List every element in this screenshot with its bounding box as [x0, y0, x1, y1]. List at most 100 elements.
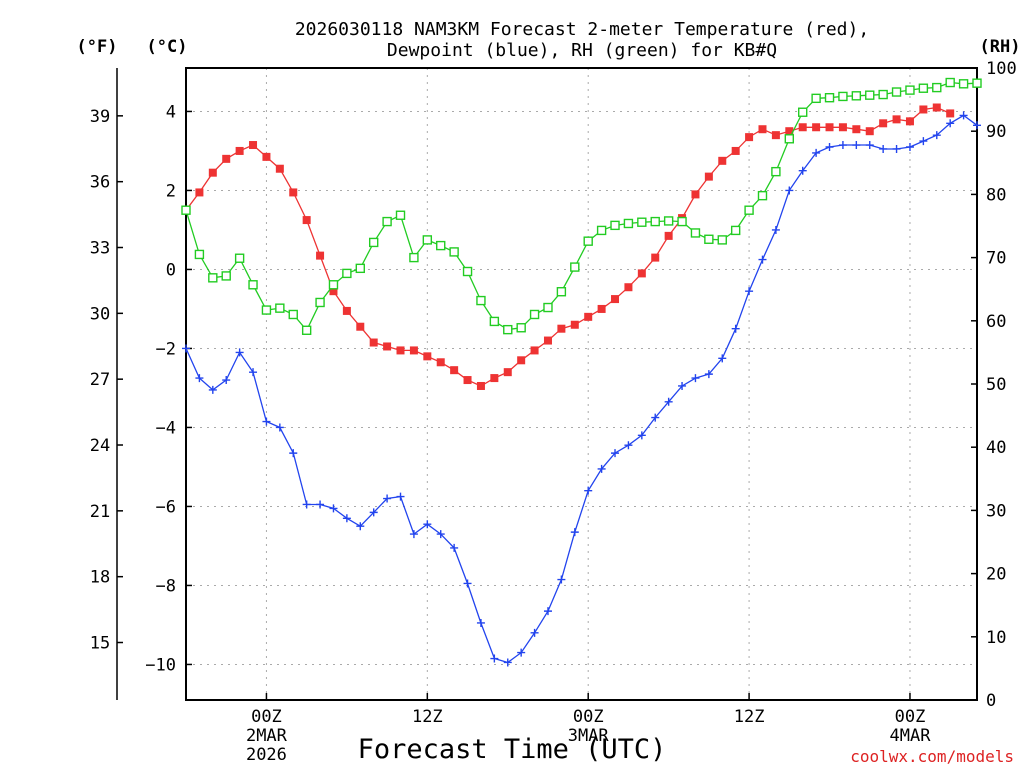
rh-point	[878, 89, 888, 100]
fahrenheit-tick-label: 33	[90, 239, 110, 259]
temperature-point	[222, 154, 231, 163]
axes	[116, 67, 978, 701]
dewpoint-point	[838, 141, 847, 150]
dewpoint-series	[182, 111, 981, 667]
rh-point	[905, 85, 915, 95]
rh-point	[704, 234, 714, 244]
rh-point	[958, 79, 969, 89]
dewpoint-point	[959, 111, 968, 120]
dewpoint-point	[195, 374, 204, 383]
dewpoint-point	[892, 144, 901, 153]
rh-tick-label: 60	[986, 312, 1006, 332]
rh-point	[945, 77, 955, 88]
temperature-point	[383, 342, 392, 351]
dewpoint-point	[316, 500, 325, 509]
temperature-point	[838, 123, 847, 132]
temperature-point	[798, 123, 807, 132]
temperature-series	[182, 103, 955, 390]
rh-point	[315, 297, 325, 308]
dewpoint-point	[463, 579, 472, 588]
rh-tick-label: 90	[986, 122, 1006, 142]
time-tick-label: 00Z	[895, 707, 926, 727]
temperature-point	[905, 117, 914, 126]
time-tick-label: 12Z	[734, 707, 765, 727]
fahrenheit-tick-label: 30	[90, 304, 110, 324]
time-tick-label: 00Z	[251, 707, 282, 727]
rh-point	[717, 235, 727, 245]
temperature-point	[316, 251, 325, 260]
rh-point	[288, 309, 298, 320]
rh-point	[301, 325, 312, 335]
temperature-point	[852, 125, 861, 134]
temperature-point	[932, 103, 941, 112]
dewpoint-point	[745, 287, 754, 296]
rh-point	[851, 91, 862, 101]
rh-point	[382, 216, 392, 227]
temperature-point	[691, 190, 700, 199]
rh-point	[623, 218, 634, 229]
rh-point	[368, 237, 379, 248]
rh-point	[422, 235, 433, 245]
dewpoint-point	[691, 374, 700, 383]
temperature-point	[476, 381, 485, 390]
fahrenheit-tick-label: 15	[90, 634, 110, 654]
fahrenheit-tick-label: 27	[90, 370, 110, 390]
rh-point	[275, 303, 285, 313]
celsius-tick-label: 4	[166, 102, 176, 122]
dewpoint-point	[275, 423, 284, 432]
temperature-point	[611, 295, 620, 304]
rh-point	[838, 91, 848, 102]
rh-point	[194, 249, 205, 260]
rh-point	[650, 216, 660, 227]
fahrenheit-tick-label: 39	[90, 107, 110, 127]
time-tick-label: 12Z	[412, 707, 443, 727]
rh-point	[891, 87, 902, 97]
temperature-point	[745, 133, 754, 142]
plot-frame	[185, 67, 978, 701]
dewpoint-point	[289, 449, 298, 458]
chart-title-line1: 2026030118 NAM3KM Forecast 2-meter Tempe…	[295, 19, 869, 40]
grid-lines	[186, 68, 977, 700]
rh-point	[918, 83, 929, 93]
temperature-point	[249, 141, 258, 150]
dewpoint-point	[530, 628, 539, 637]
rh-point	[744, 205, 754, 215]
temperature-point	[235, 146, 244, 155]
rh-tick-label: 30	[986, 501, 1006, 521]
temperature-point	[865, 127, 874, 136]
rh-point	[690, 228, 701, 238]
rh-tick-label: 40	[986, 438, 1006, 458]
dewpoint-point	[758, 255, 767, 264]
temperature-point	[436, 358, 445, 367]
credit-text: coolwx.com/models	[850, 747, 1014, 766]
dewpoint-point	[342, 514, 351, 523]
fahrenheit-axis-ticks: 39 36 33 30 27 24 21 18 15	[90, 107, 123, 654]
rh-point	[811, 93, 821, 104]
temperature-point	[758, 125, 767, 134]
dewpoint-line	[185, 114, 978, 664]
temperature-point	[517, 356, 526, 365]
rh-point	[543, 302, 553, 313]
celsius-tick-label: −4	[156, 418, 176, 438]
rh-point	[489, 316, 500, 327]
temperature-point	[785, 127, 794, 136]
time-tick-date-label: 3MAR	[568, 726, 610, 746]
dewpoint-point	[651, 413, 660, 422]
celsius-axis-ticks: 4 2 0 −2 −4 −6 −8 −10	[145, 102, 192, 675]
temperature-point	[825, 123, 834, 132]
x-axis-title: Forecast Time (UTC)	[358, 734, 667, 765]
celsius-tick-label: 0	[166, 260, 176, 280]
celsius-tick-label: −6	[156, 497, 176, 517]
dewpoint-point	[249, 368, 258, 377]
temperature-line	[185, 106, 951, 387]
dewpoint-point	[785, 186, 794, 195]
temperature-point	[208, 168, 217, 177]
temperature-point	[530, 346, 539, 355]
dewpoint-point	[771, 225, 780, 234]
temperature-point	[342, 306, 351, 315]
temperature-point	[892, 115, 901, 124]
dewpoint-point	[704, 370, 713, 379]
dewpoint-point	[664, 397, 673, 406]
temperature-point	[771, 131, 780, 140]
time-tick-date-label: 4MAR	[889, 726, 931, 746]
